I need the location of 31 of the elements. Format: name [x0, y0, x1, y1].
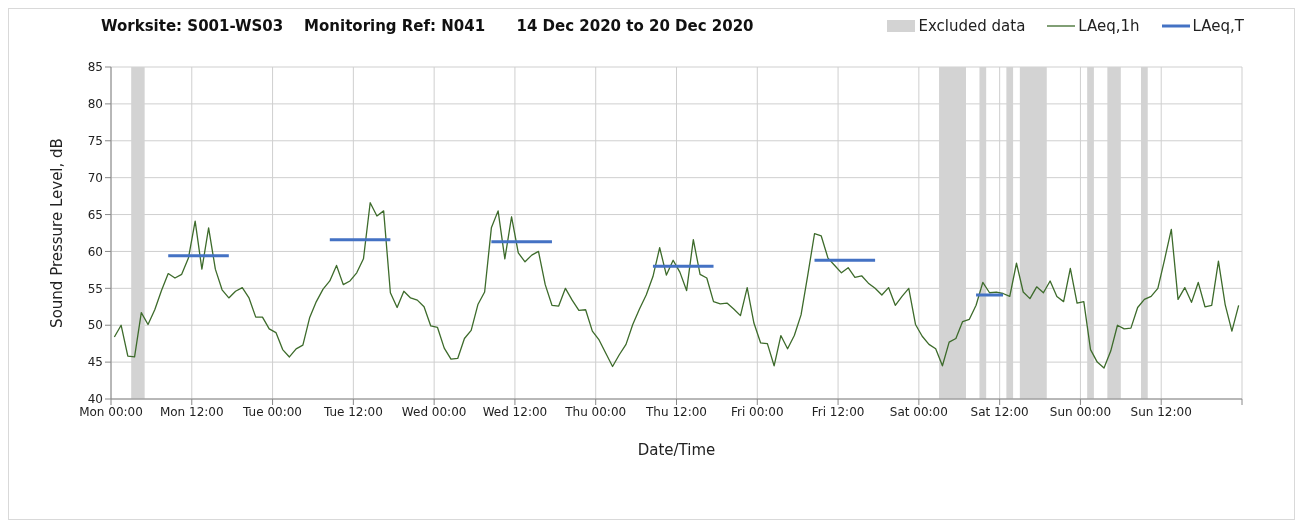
y-tick-label: 80 [87, 97, 103, 112]
x-tick-label: Sun 12:00 [1130, 404, 1192, 419]
y-tick-label: 45 [87, 355, 103, 370]
y-tick-label: 50 [87, 318, 103, 333]
y-tick-label: 40 [87, 392, 103, 407]
x-tick-label: Mon 00:00 [79, 404, 143, 419]
line-series [113, 202, 1240, 369]
x-tick-label: Wed 00:00 [401, 404, 467, 419]
x-axis-title: Date/Time [637, 441, 716, 459]
x-tick-label: Fri 00:00 [730, 404, 784, 419]
x-tick-label: Thu 00:00 [564, 404, 627, 419]
x-tick-label: Sun 00:00 [1049, 404, 1112, 419]
x-tick-label: Wed 12:00 [482, 404, 548, 419]
x-tick-label: Thu 12:00 [645, 404, 707, 419]
x-tick-label: Tue 12:00 [322, 404, 383, 419]
y-tick-label: 75 [87, 134, 103, 149]
y-tick-label: 70 [87, 170, 103, 185]
x-tick-label: Tue 00:00 [242, 404, 303, 419]
x-tick-label: Sat 00:00 [889, 404, 948, 419]
y-tick-label: 60 [87, 244, 103, 259]
y-tick-label: 55 [87, 281, 103, 296]
x-tick-label: Sat 12:00 [970, 404, 1029, 419]
x-tick-label: Fri 12:00 [811, 404, 865, 419]
y-axis-title: Sound Pressure Level, dB [48, 138, 67, 328]
legend-label: LAeq,1h [1078, 17, 1140, 35]
x-tick-label: Mon 12:00 [159, 404, 224, 419]
y-tick-label: 65 [87, 207, 103, 222]
legend-label: Excluded data [918, 17, 1026, 35]
legend-label: LAeq,T [1192, 17, 1244, 35]
chart-title: Worksite: S001-WS03 Monitoring Ref: N041 14 Dec 2020 to 20 Dec 2020 [101, 17, 754, 35]
y-tick-label: 85 [87, 60, 103, 75]
